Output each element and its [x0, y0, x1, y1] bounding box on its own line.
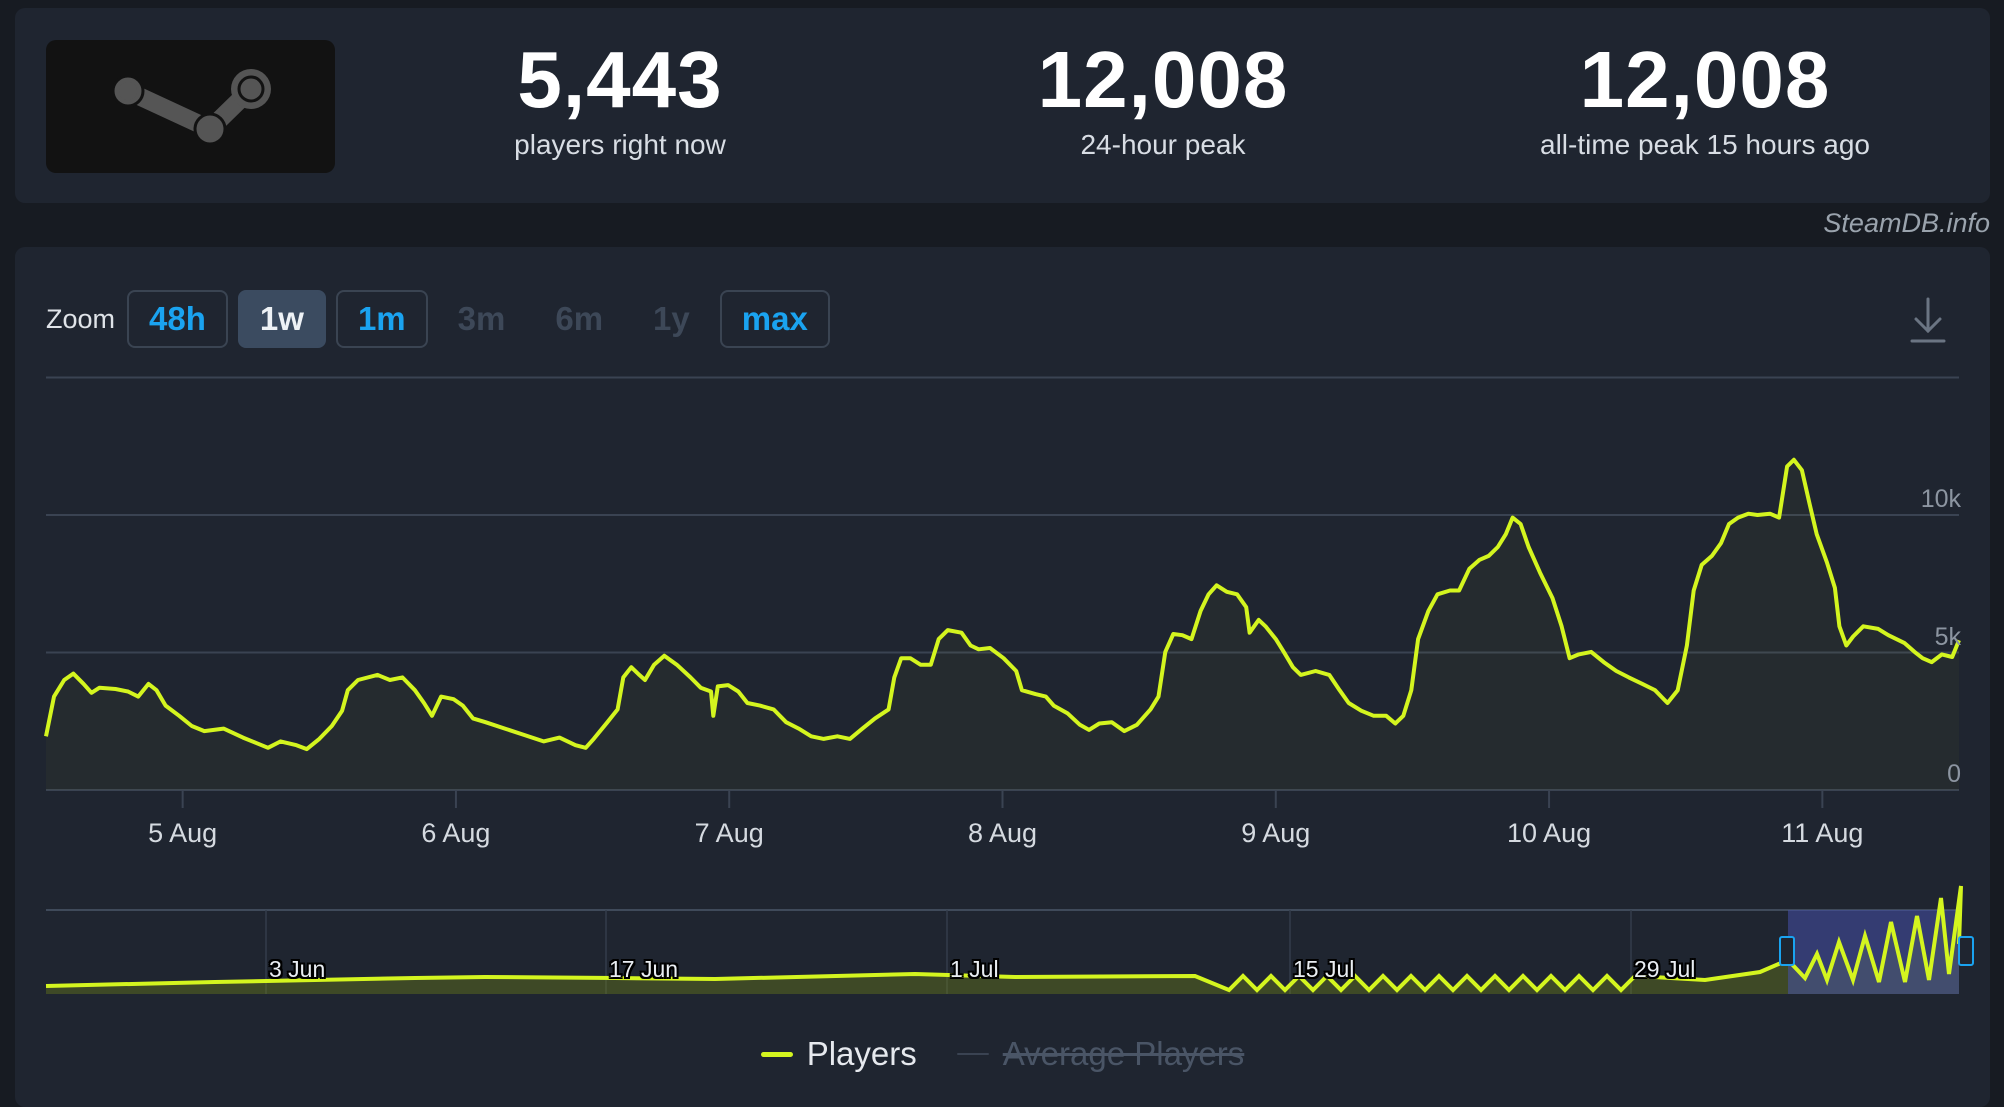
zoom-toolbar: Zoom 48h 1w 1m 3m 6m 1y max	[46, 289, 840, 349]
stat-current-players: 5,443 players right now	[360, 38, 880, 162]
all-time-peak-value: 12,008	[1579, 35, 1831, 124]
average-line-swatch	[956, 1053, 989, 1055]
x-tick-label: 8 Aug	[967, 818, 1038, 848]
players-line-swatch	[760, 1051, 793, 1057]
y-tick-label: 0	[1947, 760, 1961, 788]
y-tick-label: 5k	[1934, 622, 1961, 651]
stat-all-time-peak: 12,008 all-time peak 15 hours ago	[1445, 38, 1965, 162]
navigator-tick-label: 29 Jul	[1634, 956, 1696, 982]
chart-legend: Players Average Players	[15, 1035, 1990, 1073]
current-players-label: players right now	[514, 129, 726, 160]
x-tick-label: 9 Aug	[1241, 818, 1311, 848]
zoom-label: Zoom	[46, 303, 116, 334]
zoom-1m-button[interactable]: 1m	[335, 290, 428, 348]
navigator-tick-label: 3 Jun	[269, 956, 326, 982]
navigator-left-handle[interactable]	[1779, 936, 1795, 966]
download-icon[interactable]	[1906, 295, 1950, 345]
legend-players-label: Players	[806, 1035, 917, 1072]
all-time-peak-label: all-time peak 15 hours ago	[1540, 129, 1870, 160]
stat-24h-peak: 12,008 24-hour peak	[903, 38, 1423, 162]
navigator-line	[45, 885, 1963, 993]
players-area	[46, 460, 1959, 790]
x-tick-label: 6 Aug	[421, 818, 491, 848]
x-tick-label: 11 Aug	[1781, 818, 1864, 848]
players-line[interactable]	[44, 457, 1961, 752]
steamdb-credit: SteamDB.info	[1823, 208, 1990, 238]
zoom-max-button[interactable]: max	[719, 290, 830, 348]
game-logo	[46, 40, 335, 173]
zoom-1w-button[interactable]: 1w	[237, 290, 326, 348]
legend-item-average-players[interactable]: Average Players	[956, 1035, 1245, 1073]
legend-average-label: Average Players	[1002, 1035, 1245, 1072]
x-tick-label: 5 Aug	[148, 818, 218, 848]
x-tick-label: 10 Aug	[1507, 818, 1592, 848]
zoom-48h-button[interactable]: 48h	[127, 290, 228, 348]
stats-header: 5,443 players right now 12,008 24-hour p…	[15, 8, 1990, 203]
navigator-tick-label: 17 Jun	[609, 956, 679, 982]
steam-logo-icon	[111, 68, 271, 145]
current-players-value: 5,443	[517, 35, 723, 124]
chart-plot[interactable]	[15, 247, 1990, 1107]
navigator-tick-label: 15 Jul	[1293, 956, 1355, 982]
x-tick-label: 7 Aug	[694, 818, 764, 848]
player-chart-card: Zoom 48h 1w 1m 3m 6m 1y max 0 5k 10k 5 Aug…	[15, 247, 1990, 1107]
zoom-3m-button[interactable]: 3m	[457, 300, 506, 337]
navigator-tick-label: 1 Jul	[950, 956, 999, 982]
zoom-1y-button[interactable]: 1y	[653, 300, 690, 337]
24h-peak-label: 24-hour peak	[1080, 129, 1246, 160]
zoom-6m-button[interactable]: 6m	[555, 300, 604, 337]
legend-item-players[interactable]: Players	[760, 1035, 917, 1073]
navigator-right-handle[interactable]	[1958, 936, 1974, 966]
24h-peak-value: 12,008	[1037, 35, 1289, 124]
y-tick-label: 10k	[1920, 485, 1961, 513]
